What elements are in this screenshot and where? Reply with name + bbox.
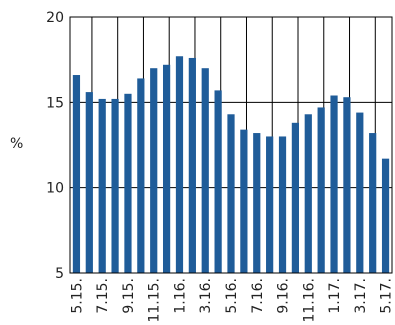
x-tick-label: 3.16. <box>198 278 214 314</box>
x-tick-label: 5.16. <box>224 278 240 314</box>
bar-10.15. <box>137 78 145 273</box>
bar-series <box>72 56 390 274</box>
bar-5.16. <box>227 114 235 273</box>
y-tick-label: 5 <box>55 266 64 282</box>
bar-6.16. <box>240 129 248 273</box>
bar-1.16. <box>175 56 184 274</box>
bar-11.16. <box>304 114 312 273</box>
x-axis-ticks: 5.15. 7.15. 9.15. 11.15. 1.16. 3.16. 5.16. 7.16… <box>69 278 394 323</box>
x-tick-label: 11.16. <box>301 278 317 323</box>
bar-2.16. <box>188 57 196 274</box>
bar-10.16. <box>291 122 300 274</box>
bar-1.17. <box>330 95 338 273</box>
y-axis-label: % <box>10 136 23 152</box>
x-tick-label: 9.16. <box>276 278 292 314</box>
bar-3.17. <box>356 112 364 273</box>
y-tick-label: 15 <box>46 95 64 111</box>
bar-12.16. <box>317 107 325 273</box>
bar-7.15. <box>98 98 106 273</box>
x-tick-label: 9.15. <box>121 278 137 314</box>
plot-frame <box>69 16 393 274</box>
x-tick-label: 7.15. <box>95 278 111 314</box>
bar-3.16. <box>201 68 209 273</box>
x-tick-label: 5.17. <box>379 278 395 314</box>
bar-9.16. <box>278 136 287 273</box>
bar-12.15. <box>162 64 171 273</box>
bar-8.16. <box>266 136 274 273</box>
bar-2.17. <box>343 97 351 273</box>
x-tick-label: 3.17. <box>353 278 369 314</box>
x-tick-label: 7.16. <box>250 278 266 314</box>
bar-9.15. <box>124 93 132 273</box>
x-tick-label: 1.17. <box>327 278 343 314</box>
x-tick-label: 11.15. <box>147 278 163 323</box>
bar-5.17. <box>381 158 390 273</box>
bar-7.16. <box>253 133 261 273</box>
bar-4.17. <box>369 133 377 273</box>
bar-6.15. <box>85 92 93 274</box>
y-axis-ticks: 5 10 15 20 <box>46 10 64 282</box>
bar-11.15. <box>150 68 158 273</box>
y-tick-label: 20 <box>46 10 64 26</box>
x-tick-label: 1.16. <box>172 278 188 314</box>
bar-4.16. <box>214 90 222 274</box>
x-tick-label: 5.15. <box>69 278 85 314</box>
y-tick-label: 10 <box>46 181 64 197</box>
bar-5.15. <box>72 75 81 273</box>
bar-8.15. <box>111 98 119 273</box>
